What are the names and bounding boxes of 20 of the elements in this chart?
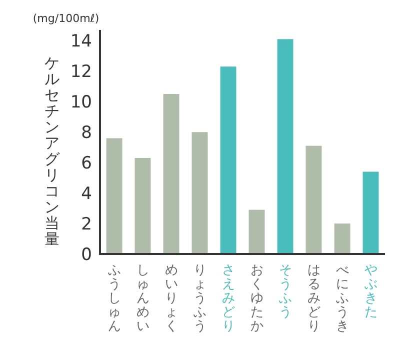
y-tick-label: 12 (70, 62, 92, 82)
x-tick-label: はるみどり (307, 263, 320, 334)
x-tick-label: やぶきた (364, 263, 378, 320)
y-tick-label: 8 (81, 123, 92, 144)
y-tick-label: 10 (70, 92, 92, 113)
x-tick-label: ふうしゅん (106, 263, 121, 334)
x-tick-label: おくゆたか (250, 263, 264, 334)
x-tick-label: りょうふう (192, 263, 206, 334)
y-tick-label: 14 (70, 32, 92, 52)
y-tick-label: 2 (81, 214, 92, 235)
y-tick-label: 0 (81, 245, 92, 265)
x-tick-label: めいりょく (164, 263, 178, 334)
text: (mg/100mℓ) (32, 12, 100, 25)
y-tick-label: 6 (81, 154, 92, 174)
x-tick-label: さえみどり (222, 263, 235, 334)
y-tick-label: 4 (81, 184, 92, 204)
x-tick-label: べにふうき (334, 263, 349, 334)
text: ケルセチンアグリコン当量 (44, 54, 60, 248)
x-tick-label: しゅんめい (136, 263, 150, 334)
x-tick-label: そうふう (278, 263, 292, 320)
